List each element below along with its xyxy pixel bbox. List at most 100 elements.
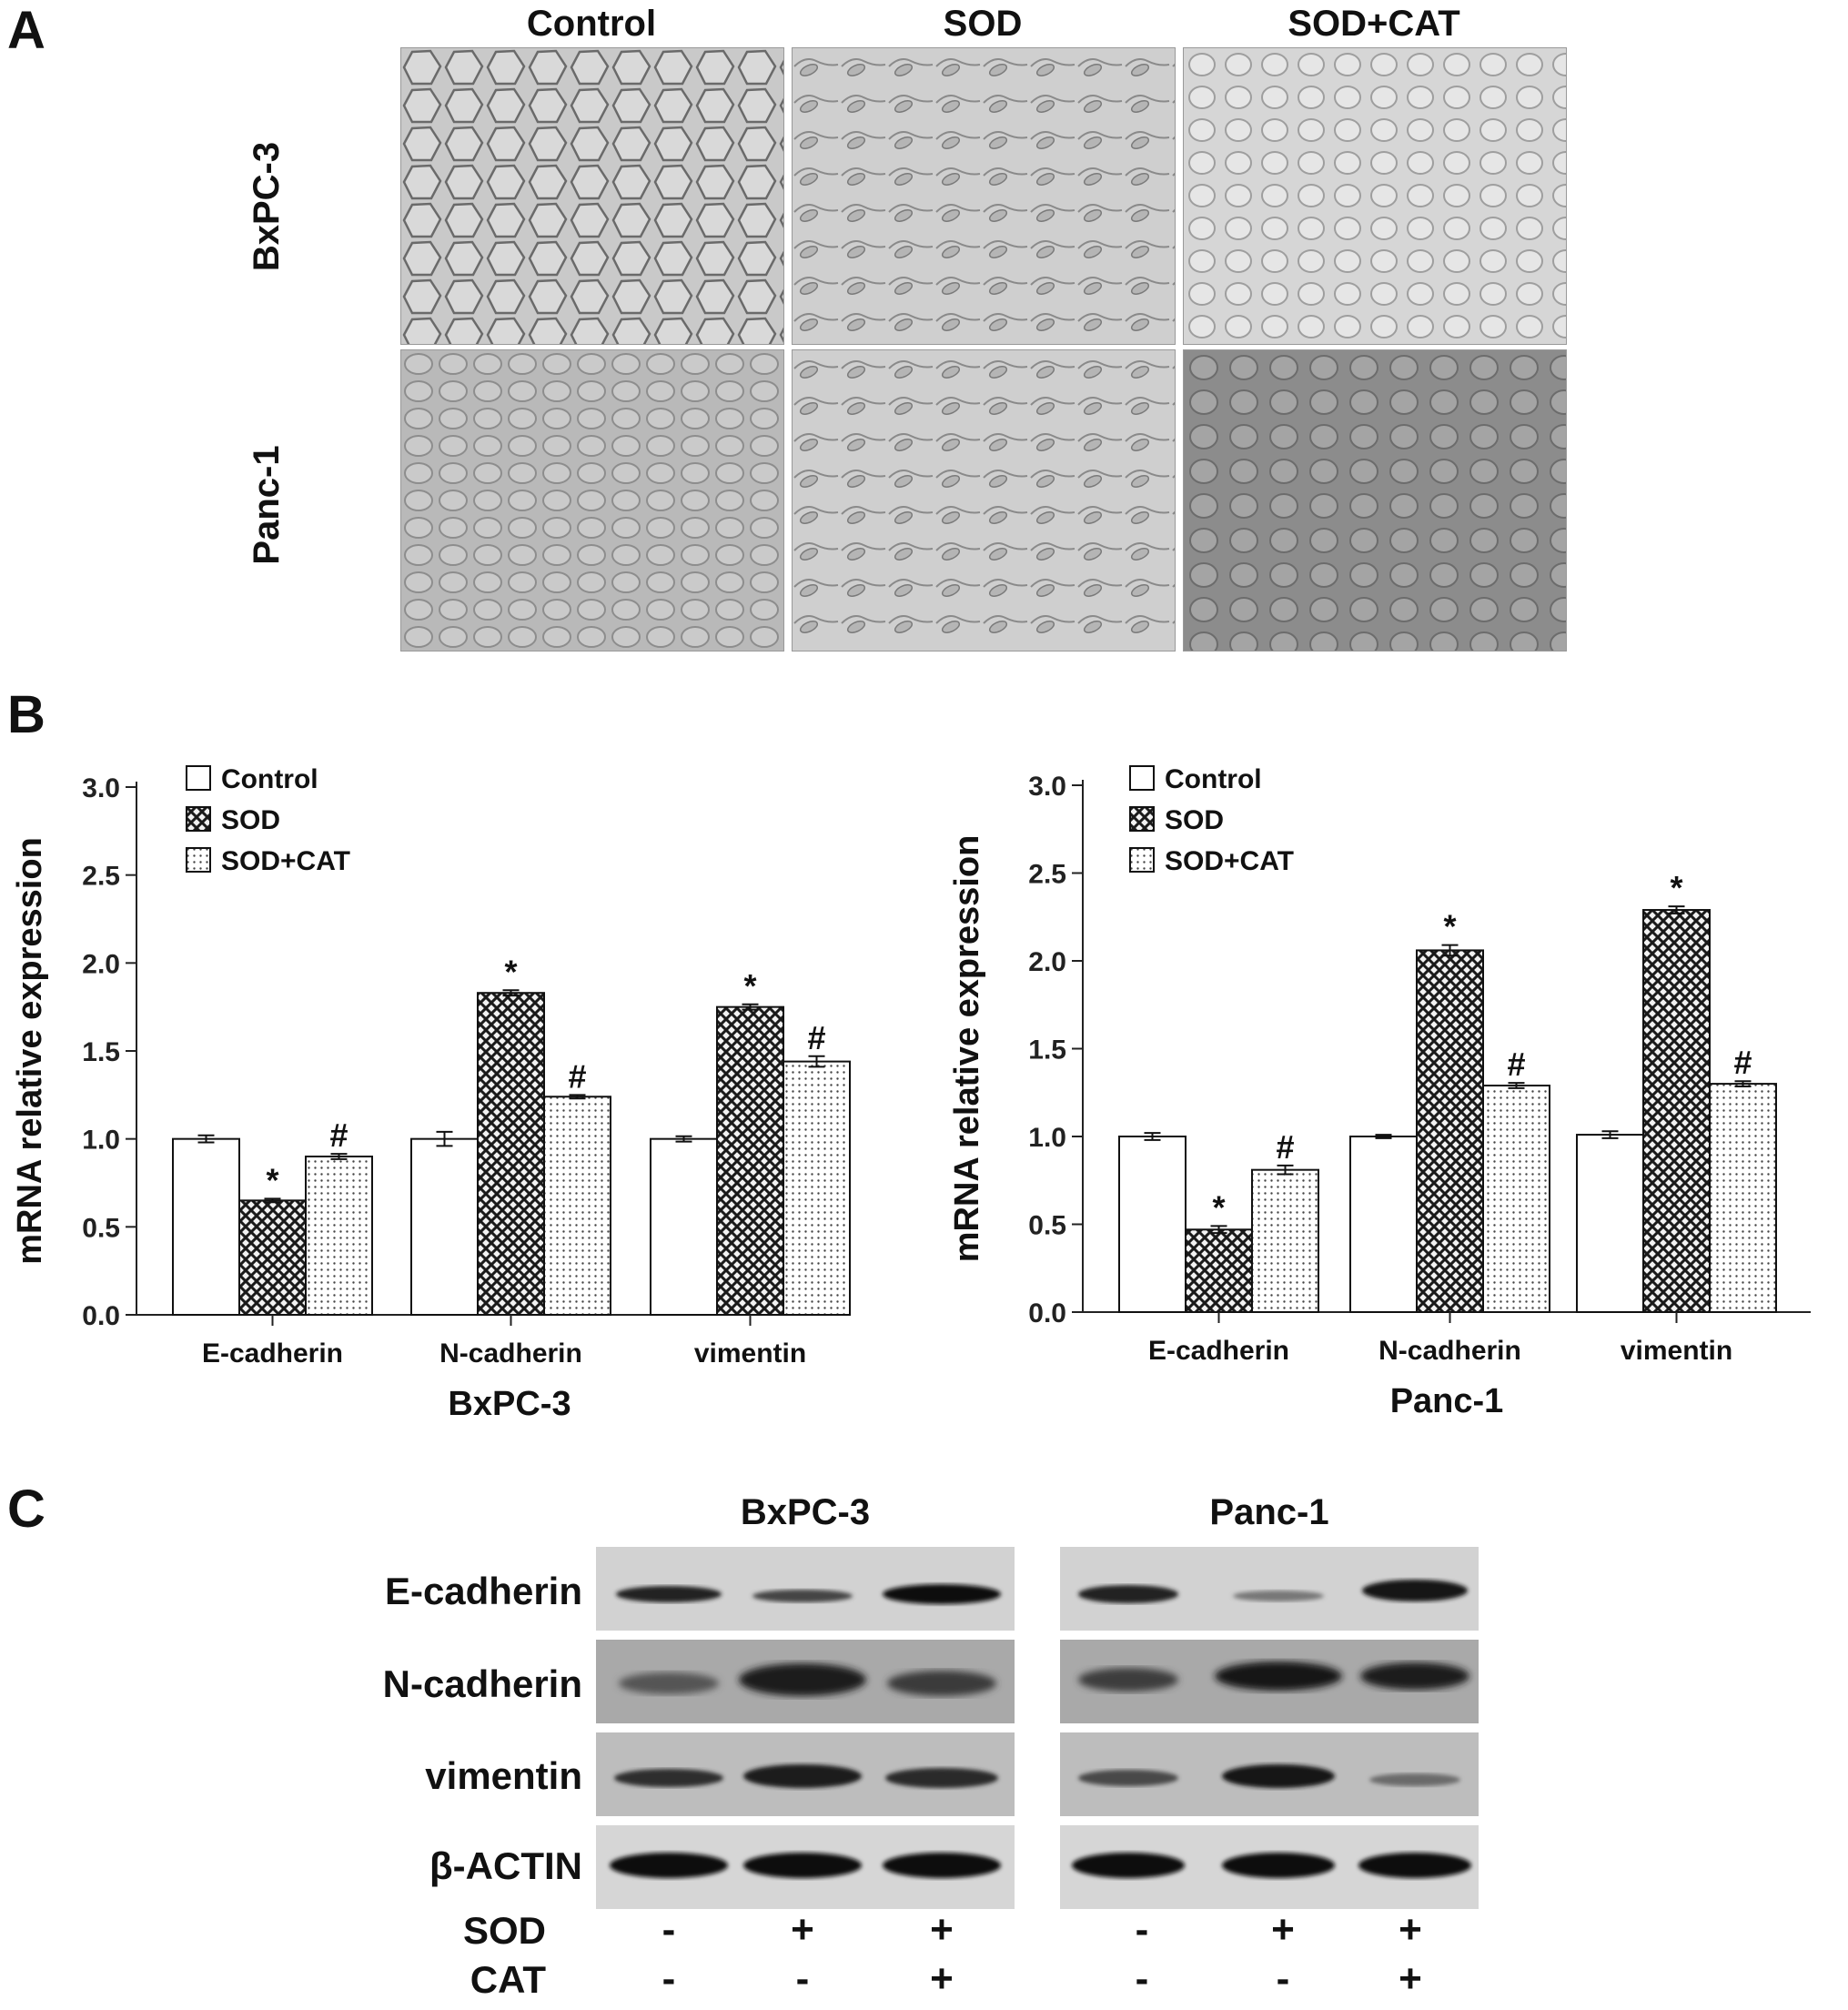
bar-sod-cat-vimentin	[1709, 1083, 1777, 1313]
western-blots	[596, 1547, 1479, 1909]
significance-mark: *	[266, 1161, 278, 1198]
y-tick-label: 1.5	[82, 1037, 120, 1067]
significance-mark: #	[329, 1116, 348, 1154]
micrograph-bxpc3-sod-cat	[1183, 47, 1567, 345]
legend-label: SOD+CAT	[221, 846, 350, 876]
x-tick-label: vimentin	[1621, 1336, 1732, 1366]
x-tick-label: N-cadherin	[1378, 1336, 1521, 1366]
y-tick-label: 0.5	[1028, 1211, 1066, 1241]
treatment-label-cat: CAT	[470, 1958, 546, 2001]
bar-sod-vimentin	[1642, 909, 1711, 1313]
legend-swatch	[186, 806, 211, 832]
sign-sod-panc1-1: -	[1135, 1907, 1149, 1952]
significance-mark: #	[807, 1019, 825, 1056]
y-tick-label: 1.5	[1028, 1035, 1066, 1066]
x-axis-label: Panc-1	[1390, 1382, 1504, 1420]
bar-control-vimentin	[1576, 1134, 1644, 1313]
y-tick-label: 2.5	[1028, 860, 1066, 890]
sign-sod-bxpc3-3: +	[930, 1907, 954, 1952]
blot-bxpc3-n-cadherin	[596, 1640, 1015, 1723]
blot-label-e-cadherin: E-cadherin	[384, 1570, 582, 1612]
y-axis-label: mRNA relative expression	[948, 835, 986, 1263]
legend-swatch	[1129, 806, 1155, 832]
bar-control-e-cadherin	[1118, 1136, 1187, 1313]
significance-mark: #	[1507, 1045, 1525, 1083]
bar-chart-bxpc3: 0.0 0.5 1.0 1.5 2.0 2.5 3.0 mRNA relative expre…	[11, 764, 851, 1423]
blot-panc1-n-cadherin	[1060, 1640, 1479, 1723]
bar-control-n-cadherin	[1349, 1136, 1418, 1313]
micrograph-bxpc3-control	[400, 47, 784, 345]
legend-label: SOD	[221, 805, 280, 835]
panel-b-letter: B	[7, 685, 45, 744]
significance-mark: #	[568, 1057, 586, 1095]
legend-label: Control	[1165, 764, 1262, 794]
legend-swatch	[1129, 765, 1155, 791]
blot-panc1-vimentin	[1060, 1732, 1479, 1816]
bar-sod-cat-e-cadherin	[1251, 1168, 1319, 1314]
row-label-panc1: Panc-1	[247, 445, 287, 565]
y-tick-label: 2.5	[82, 862, 120, 892]
micrograph-panc1-control	[400, 349, 784, 651]
panel-a-letter: A	[7, 1, 45, 60]
sign-cat-bxpc3-2: -	[795, 1956, 810, 2001]
bar-sod-vimentin	[716, 1005, 784, 1316]
bar-sod-cat-n-cadherin	[543, 1096, 611, 1316]
blot-label-beta-actin: β-ACTIN	[429, 1844, 582, 1887]
y-tick-label: 0.0	[1028, 1298, 1066, 1328]
sign-cat-bxpc3-1: -	[661, 1956, 676, 2001]
micrograph-panc1-sod-cat	[1183, 349, 1567, 651]
significance-mark: *	[1443, 908, 1456, 945]
blot-header-bxpc3: BxPC-3	[740, 1492, 871, 1532]
treatment-label-sod: SOD	[462, 1909, 546, 1952]
legend-swatch	[1129, 847, 1155, 873]
sign-cat-panc1-1: -	[1135, 1956, 1149, 2001]
y-tick-label: 2.0	[1028, 947, 1066, 977]
bar-control-n-cadherin	[410, 1137, 479, 1316]
bar-sod-cat-e-cadherin	[305, 1156, 373, 1316]
blot-panc1-beta-actin	[1060, 1825, 1479, 1909]
bar-chart-panc1: 0.0 0.5 1.0 1.5 2.0 2.5 3.0 mRNA relative expre…	[948, 764, 1811, 1420]
significance-mark: #	[1276, 1128, 1294, 1166]
y-tick-label: 1.0	[82, 1126, 120, 1156]
blot-bxpc3-e-cadherin	[596, 1547, 1015, 1631]
significance-mark: *	[743, 967, 756, 1005]
significance-mark: *	[1212, 1188, 1225, 1226]
sign-cat-panc1-2: -	[1276, 1956, 1290, 2001]
x-tick-label: N-cadherin	[439, 1338, 582, 1369]
legend-swatch	[186, 765, 211, 791]
bar-sod-cat-n-cadherin	[1482, 1085, 1550, 1313]
bar-sod-e-cadherin	[238, 1199, 307, 1316]
significance-mark: *	[504, 953, 517, 990]
sign-cat-bxpc3-3: +	[930, 1956, 954, 2001]
blot-header-panc1: Panc-1	[1209, 1492, 1329, 1532]
column-header-sod: SOD	[943, 4, 1023, 44]
x-tick-label: E-cadherin	[202, 1338, 343, 1369]
sign-sod-panc1-3: +	[1399, 1907, 1422, 1952]
column-header-control: Control	[526, 4, 657, 44]
legend-label: Control	[221, 764, 318, 794]
micrograph-panc1-sod	[792, 349, 1176, 651]
sign-sod-bxpc3-1: -	[661, 1907, 676, 1952]
x-axis-label: BxPC-3	[448, 1385, 571, 1423]
legend-label: SOD+CAT	[1165, 846, 1294, 876]
y-tick-label: 0.5	[82, 1213, 120, 1243]
x-tick-label: E-cadherin	[1148, 1336, 1289, 1366]
panel-c-letter: C	[7, 1480, 45, 1539]
sign-sod-panc1-2: +	[1271, 1907, 1295, 1952]
blot-bxpc3-beta-actin	[596, 1825, 1015, 1909]
bar-sod-n-cadherin	[1416, 949, 1484, 1313]
legend-swatch	[186, 847, 211, 873]
micrograph-bxpc3-sod	[792, 47, 1176, 345]
legend-label: SOD	[1165, 805, 1224, 835]
significance-mark: #	[1733, 1044, 1752, 1081]
y-tick-label: 3.0	[82, 773, 120, 803]
y-tick-label: 1.0	[1028, 1123, 1066, 1153]
row-label-bxpc3: BxPC-3	[247, 141, 287, 272]
bar-sod-cat-vimentin	[783, 1060, 851, 1316]
blot-label-n-cadherin: N-cadherin	[382, 1662, 582, 1705]
significance-mark: *	[1670, 869, 1682, 906]
y-tick-label: 0.0	[82, 1301, 120, 1331]
bar-control-vimentin	[650, 1137, 718, 1316]
y-tick-label: 3.0	[1028, 772, 1066, 802]
blot-label-vimentin: vimentin	[425, 1754, 582, 1797]
